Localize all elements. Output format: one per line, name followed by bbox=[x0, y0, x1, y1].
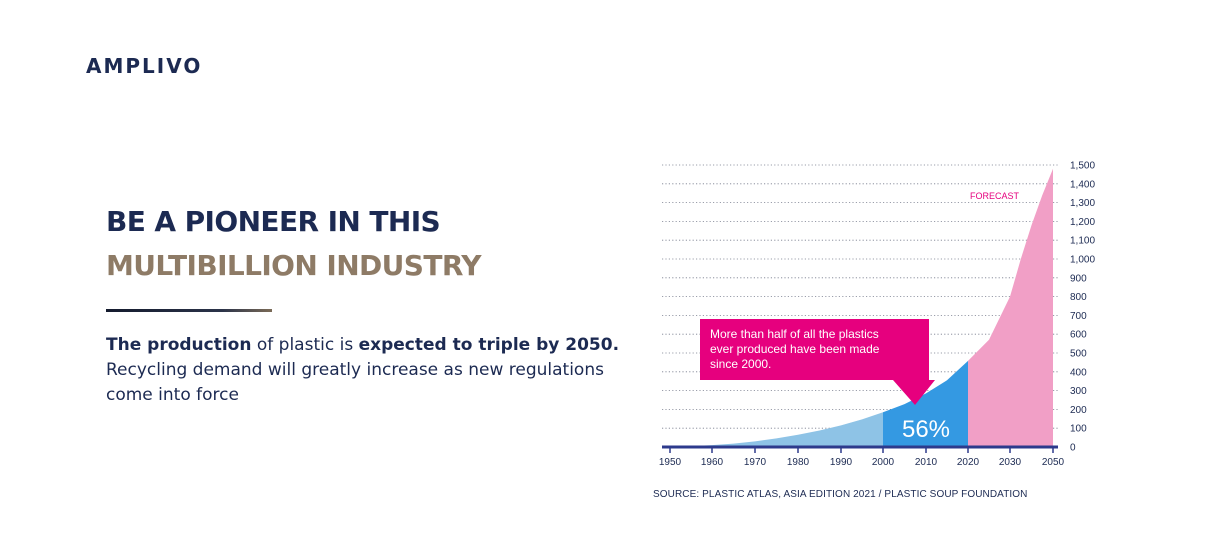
callout-group: 56% More than half of all the plasticseve… bbox=[700, 319, 950, 443]
body-bold-2: expected to triple by 2050. bbox=[358, 335, 620, 355]
x-tick-label: 1980 bbox=[787, 457, 810, 468]
y-tick-label: 300 bbox=[1070, 386, 1087, 397]
y-tick-label: 1,000 bbox=[1070, 255, 1095, 266]
x-tick-label: 2030 bbox=[999, 457, 1022, 468]
body-paragraph: The production of plastic is expected to… bbox=[106, 333, 651, 408]
area-series-3 bbox=[968, 168, 1053, 448]
chart-areas bbox=[670, 168, 1053, 448]
y-tick-label: 1,400 bbox=[1070, 179, 1095, 190]
y-tick-label: 1,300 bbox=[1070, 198, 1095, 209]
y-tick-label: 400 bbox=[1070, 367, 1087, 378]
y-tick-label: 900 bbox=[1070, 273, 1087, 284]
y-tick-label: 1,100 bbox=[1070, 236, 1095, 247]
y-tick-label: 500 bbox=[1070, 349, 1087, 360]
callout-text-line: More than half of all the plastics bbox=[710, 327, 879, 341]
y-tick-label: 200 bbox=[1070, 405, 1087, 416]
headline-line-2: MULTIBILLION INDUSTRY bbox=[106, 249, 482, 282]
body-bold-1: The production bbox=[106, 335, 252, 355]
source-caption: SOURCE: PLASTIC ATLAS, ASIA EDITION 2021… bbox=[653, 489, 1028, 500]
headline-line-1: BE A PIONEER IN THIS bbox=[106, 205, 441, 238]
y-tick-label: 1,200 bbox=[1070, 217, 1095, 228]
y-tick-label: 700 bbox=[1070, 311, 1087, 322]
body-text-2: Recycling demand will greatly increase a… bbox=[106, 360, 604, 405]
body-text-1: of plastic is bbox=[251, 335, 359, 355]
x-tick-label: 1960 bbox=[701, 457, 724, 468]
x-tick-label: 1950 bbox=[659, 457, 682, 468]
y-tick-label: 600 bbox=[1070, 330, 1087, 341]
callout-box bbox=[700, 319, 935, 405]
percent-label: 56% bbox=[902, 416, 950, 443]
divider-rule bbox=[106, 309, 272, 312]
amplivo-logo: AMPLIVO bbox=[86, 54, 203, 78]
area-series-1 bbox=[670, 412, 883, 447]
headline: BE A PIONEER IN THIS MULTIBILLION INDUST… bbox=[106, 200, 482, 288]
y-tick-label: 0 bbox=[1070, 443, 1076, 454]
chart-ticks: 0 100 200 300 400 500 600 700 800 900 1,000 1,100 1,… bbox=[659, 161, 1096, 469]
y-tick-label: 800 bbox=[1070, 292, 1087, 303]
y-tick-label: 100 bbox=[1070, 424, 1087, 435]
x-tick-label: 2050 bbox=[1042, 457, 1065, 468]
forecast-label: FORECAST bbox=[970, 191, 1020, 201]
callout-text-line: since 2000. bbox=[710, 357, 771, 371]
x-tick-label: 2010 bbox=[915, 457, 938, 468]
area-series-2 bbox=[883, 360, 968, 447]
callout-text-line: ever produced have been made bbox=[710, 342, 880, 356]
x-tick-label: 2020 bbox=[957, 457, 980, 468]
x-tick-label: 2000 bbox=[872, 457, 895, 468]
y-tick-label: 1,500 bbox=[1070, 161, 1095, 172]
x-tick-label: 1970 bbox=[744, 457, 767, 468]
x-tick-label: 1990 bbox=[830, 457, 853, 468]
